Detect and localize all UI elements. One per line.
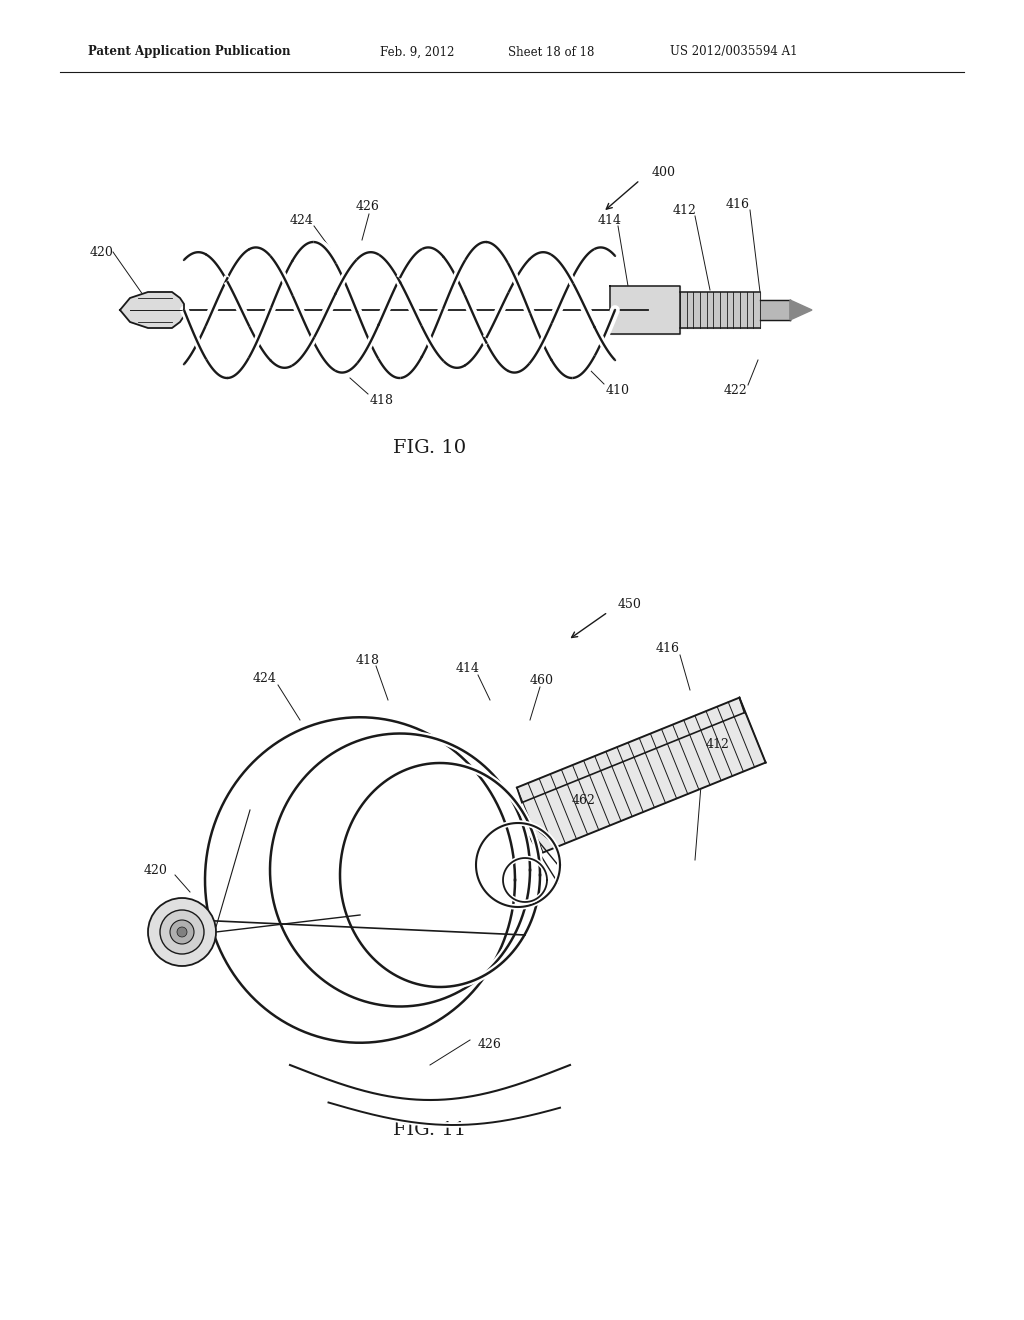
Polygon shape xyxy=(610,286,680,334)
Polygon shape xyxy=(790,300,812,319)
Text: US 2012/0035594 A1: US 2012/0035594 A1 xyxy=(670,45,798,58)
Text: 450: 450 xyxy=(618,598,642,611)
Circle shape xyxy=(148,898,216,966)
Text: Patent Application Publication: Patent Application Publication xyxy=(88,45,291,58)
Polygon shape xyxy=(120,292,184,327)
Text: 422: 422 xyxy=(724,384,748,396)
Text: 400: 400 xyxy=(652,165,676,178)
Polygon shape xyxy=(517,698,744,803)
Text: 426: 426 xyxy=(356,201,380,214)
Polygon shape xyxy=(680,292,760,327)
Text: 416: 416 xyxy=(656,642,680,655)
Text: 416: 416 xyxy=(726,198,750,210)
Text: 414: 414 xyxy=(598,214,622,227)
Text: 420: 420 xyxy=(89,246,113,259)
Text: 418: 418 xyxy=(370,393,394,407)
Polygon shape xyxy=(760,300,790,319)
Circle shape xyxy=(177,927,187,937)
Text: 418: 418 xyxy=(356,653,380,667)
Text: 424: 424 xyxy=(290,214,314,227)
Text: 414: 414 xyxy=(456,661,480,675)
Text: FIG. 10: FIG. 10 xyxy=(393,440,467,457)
Text: 460: 460 xyxy=(530,673,554,686)
Text: 412: 412 xyxy=(673,203,697,216)
Text: 420: 420 xyxy=(144,863,168,876)
Text: 424: 424 xyxy=(253,672,276,685)
Circle shape xyxy=(160,909,204,954)
Text: 410: 410 xyxy=(606,384,630,396)
Polygon shape xyxy=(517,698,766,853)
Text: FIG. 11: FIG. 11 xyxy=(393,1121,467,1139)
Text: Sheet 18 of 18: Sheet 18 of 18 xyxy=(508,45,594,58)
Text: 412: 412 xyxy=(706,738,730,751)
Text: Feb. 9, 2012: Feb. 9, 2012 xyxy=(380,45,455,58)
Circle shape xyxy=(170,920,194,944)
Text: 426: 426 xyxy=(478,1039,502,1052)
Text: 462: 462 xyxy=(572,793,596,807)
